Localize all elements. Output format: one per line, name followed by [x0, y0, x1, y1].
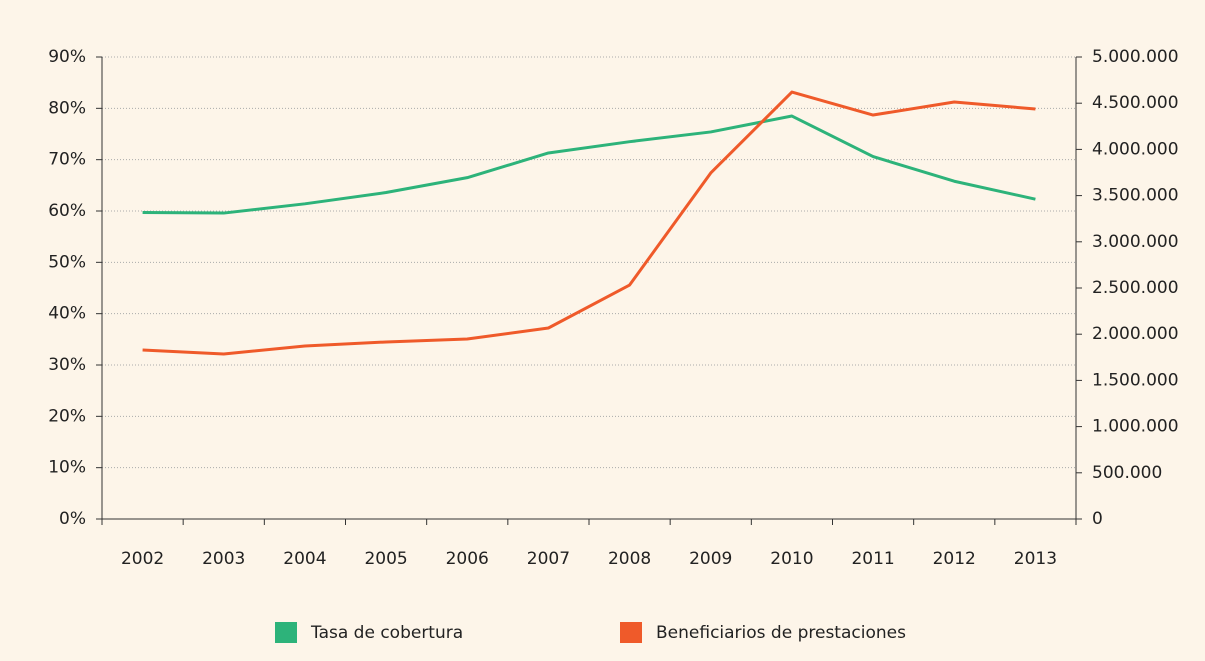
y2-tick-label: 2.000.000	[1092, 324, 1179, 344]
y2-tick-label: 2.500.000	[1092, 278, 1179, 298]
y2-tick-label: 5.000.000	[1092, 47, 1179, 67]
y-tick-label: 80%	[48, 98, 86, 118]
y-tick-label: 70%	[48, 150, 86, 170]
x-tick-label: 2007	[527, 549, 570, 569]
y2-tick-label: 500.000	[1092, 463, 1162, 483]
legend-label: Beneficiarios de prestaciones	[656, 623, 906, 643]
x-tick-label: 2008	[608, 549, 651, 569]
x-tick-label: 2005	[364, 549, 407, 569]
y2-tick-label: 3.500.000	[1092, 186, 1179, 206]
series-line	[142, 90, 1036, 356]
x-tick-label: 2003	[202, 549, 245, 569]
x-tick-label: 2006	[446, 549, 489, 569]
y-tick-label: 60%	[48, 201, 86, 221]
legend-swatch	[620, 622, 642, 643]
y-tick-label: 20%	[48, 406, 86, 426]
x-tick-label: 2012	[933, 549, 976, 569]
legend-swatch	[275, 622, 297, 643]
y2-tick-label: 4.000.000	[1092, 139, 1179, 159]
y2-tick-label: 3.000.000	[1092, 232, 1179, 252]
x-tick-label: 2009	[689, 549, 732, 569]
y-tick-label: 10%	[48, 458, 86, 478]
x-tick-label: 2002	[121, 549, 164, 569]
y2-tick-label: 4.500.000	[1092, 93, 1179, 113]
y2-tick-label: 1.000.000	[1092, 417, 1179, 437]
x-tick-label: 2013	[1014, 549, 1057, 569]
y-tick-label: 50%	[48, 252, 86, 272]
x-tick-label: 2011	[851, 549, 894, 569]
series-line	[142, 114, 1036, 215]
x-tick-label: 2004	[283, 549, 326, 569]
y-tick-label: 90%	[48, 47, 86, 67]
y-tick-label: 30%	[48, 355, 86, 375]
x-tick-label: 2010	[770, 549, 813, 569]
y-tick-label: 40%	[48, 304, 86, 324]
y-tick-label: 0%	[59, 509, 86, 529]
legend-label: Tasa de cobertura	[310, 623, 463, 643]
y2-tick-label: 0	[1092, 509, 1103, 529]
y2-tick-label: 1.500.000	[1092, 370, 1179, 390]
